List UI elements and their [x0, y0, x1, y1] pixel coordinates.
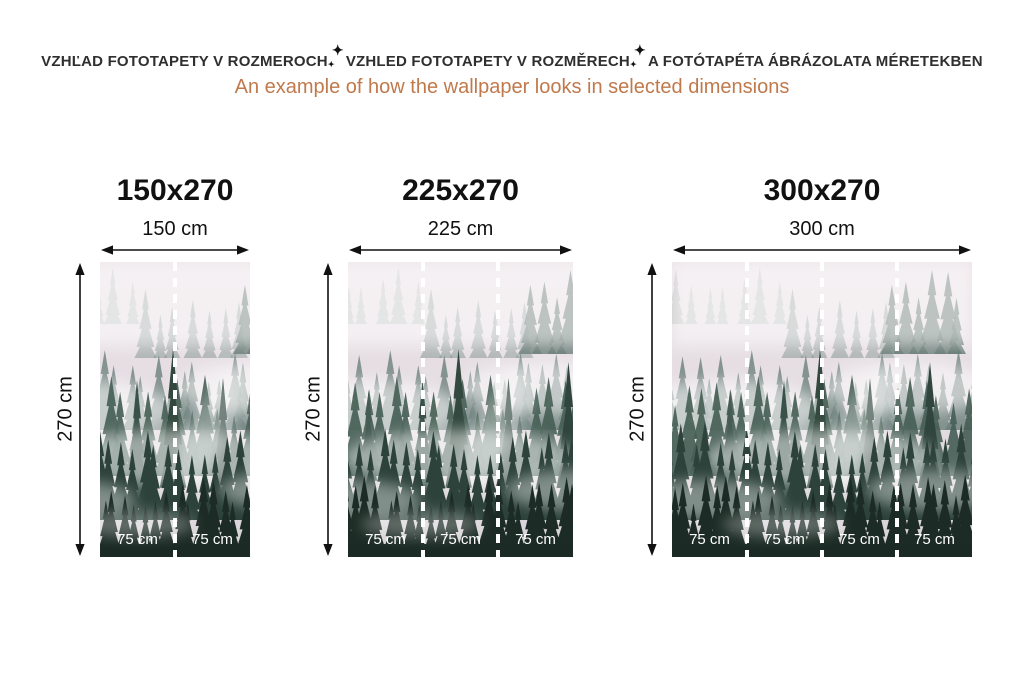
strip-width-label: 75 cm — [914, 531, 955, 548]
strip-seam-dashed-line — [496, 262, 500, 557]
strip-width-label: 75 cm — [689, 531, 730, 548]
horizontal-dimension-arrow — [672, 244, 972, 256]
title-part-cz: VZHLED FOTOTAPETY V ROZMĚRECH — [345, 53, 630, 70]
strip-width-label: 75 cm — [117, 531, 158, 548]
strip-width-label: 75 cm — [192, 531, 233, 548]
strip-seam-dashed-line — [173, 262, 177, 557]
strip-width-label: 75 cm — [764, 531, 805, 548]
header: VZHĽAD FOTOTAPETY V ROZMEROCH ✦ ✦ VZHLED FO… — [0, 42, 1024, 99]
title-part-sk: VZHĽAD FOTOTAPETY V ROZMEROCH — [41, 53, 328, 70]
panel-size-title: 300x270 — [763, 174, 881, 207]
wallpaper-preview-image: 75 cm 75 cm 75 cm — [348, 262, 573, 557]
horizontal-dimension-arrow — [100, 244, 250, 256]
strip-width-label: 75 cm — [365, 531, 406, 548]
horizontal-arrow-svg — [101, 245, 249, 255]
strip-width-label: 75 cm — [839, 531, 880, 548]
sparkle-separator-icon: ✦ ✦ — [327, 42, 344, 69]
strip-seam-dashed-line — [820, 262, 824, 557]
horizontal-dimension-arrow — [348, 244, 573, 256]
horizontal-arrow-svg — [673, 245, 971, 255]
page-subtitle: An example of how the wallpaper looks in… — [234, 76, 790, 98]
strip-seam-dashed-line — [421, 262, 425, 557]
vertical-dimension-arrow — [646, 262, 658, 557]
vertical-arrow-svg — [75, 263, 85, 556]
wallpaper-preview-image: 75 cm 75 cm — [100, 262, 250, 557]
width-dimension-label: 300 cm — [789, 218, 855, 240]
strip-width-label: 75 cm — [515, 531, 556, 548]
vertical-dimension-arrow — [322, 262, 334, 557]
strip-seam-dashed-line — [745, 262, 749, 557]
misty-forest-image — [348, 262, 573, 557]
vertical-arrow-svg — [647, 263, 657, 556]
horizontal-arrow-svg — [349, 245, 572, 255]
sparkle-separator-icon: ✦ ✦ — [629, 42, 646, 69]
panel-size-title: 150x270 — [116, 174, 234, 207]
page-title: VZHĽAD FOTOTAPETY V ROZMEROCH ✦ ✦ VZHLED FO… — [0, 42, 1024, 70]
width-dimension-label: 150 cm — [142, 218, 208, 240]
vertical-dimension-arrow — [74, 262, 86, 557]
wallpaper-preview-image: 75 cm 75 cm 75 cm 75 cm — [672, 262, 972, 557]
panel-size-title: 225x270 — [402, 174, 519, 207]
width-dimension-label: 225 cm — [427, 218, 494, 240]
title-part-hu: A FOTÓTAPÉTA ÁBRÁZOLATA MÉRETEKBEN — [647, 53, 983, 70]
strip-width-label: 75 cm — [440, 531, 481, 548]
vertical-arrow-svg — [323, 263, 333, 556]
strip-seam-dashed-line — [895, 262, 899, 557]
